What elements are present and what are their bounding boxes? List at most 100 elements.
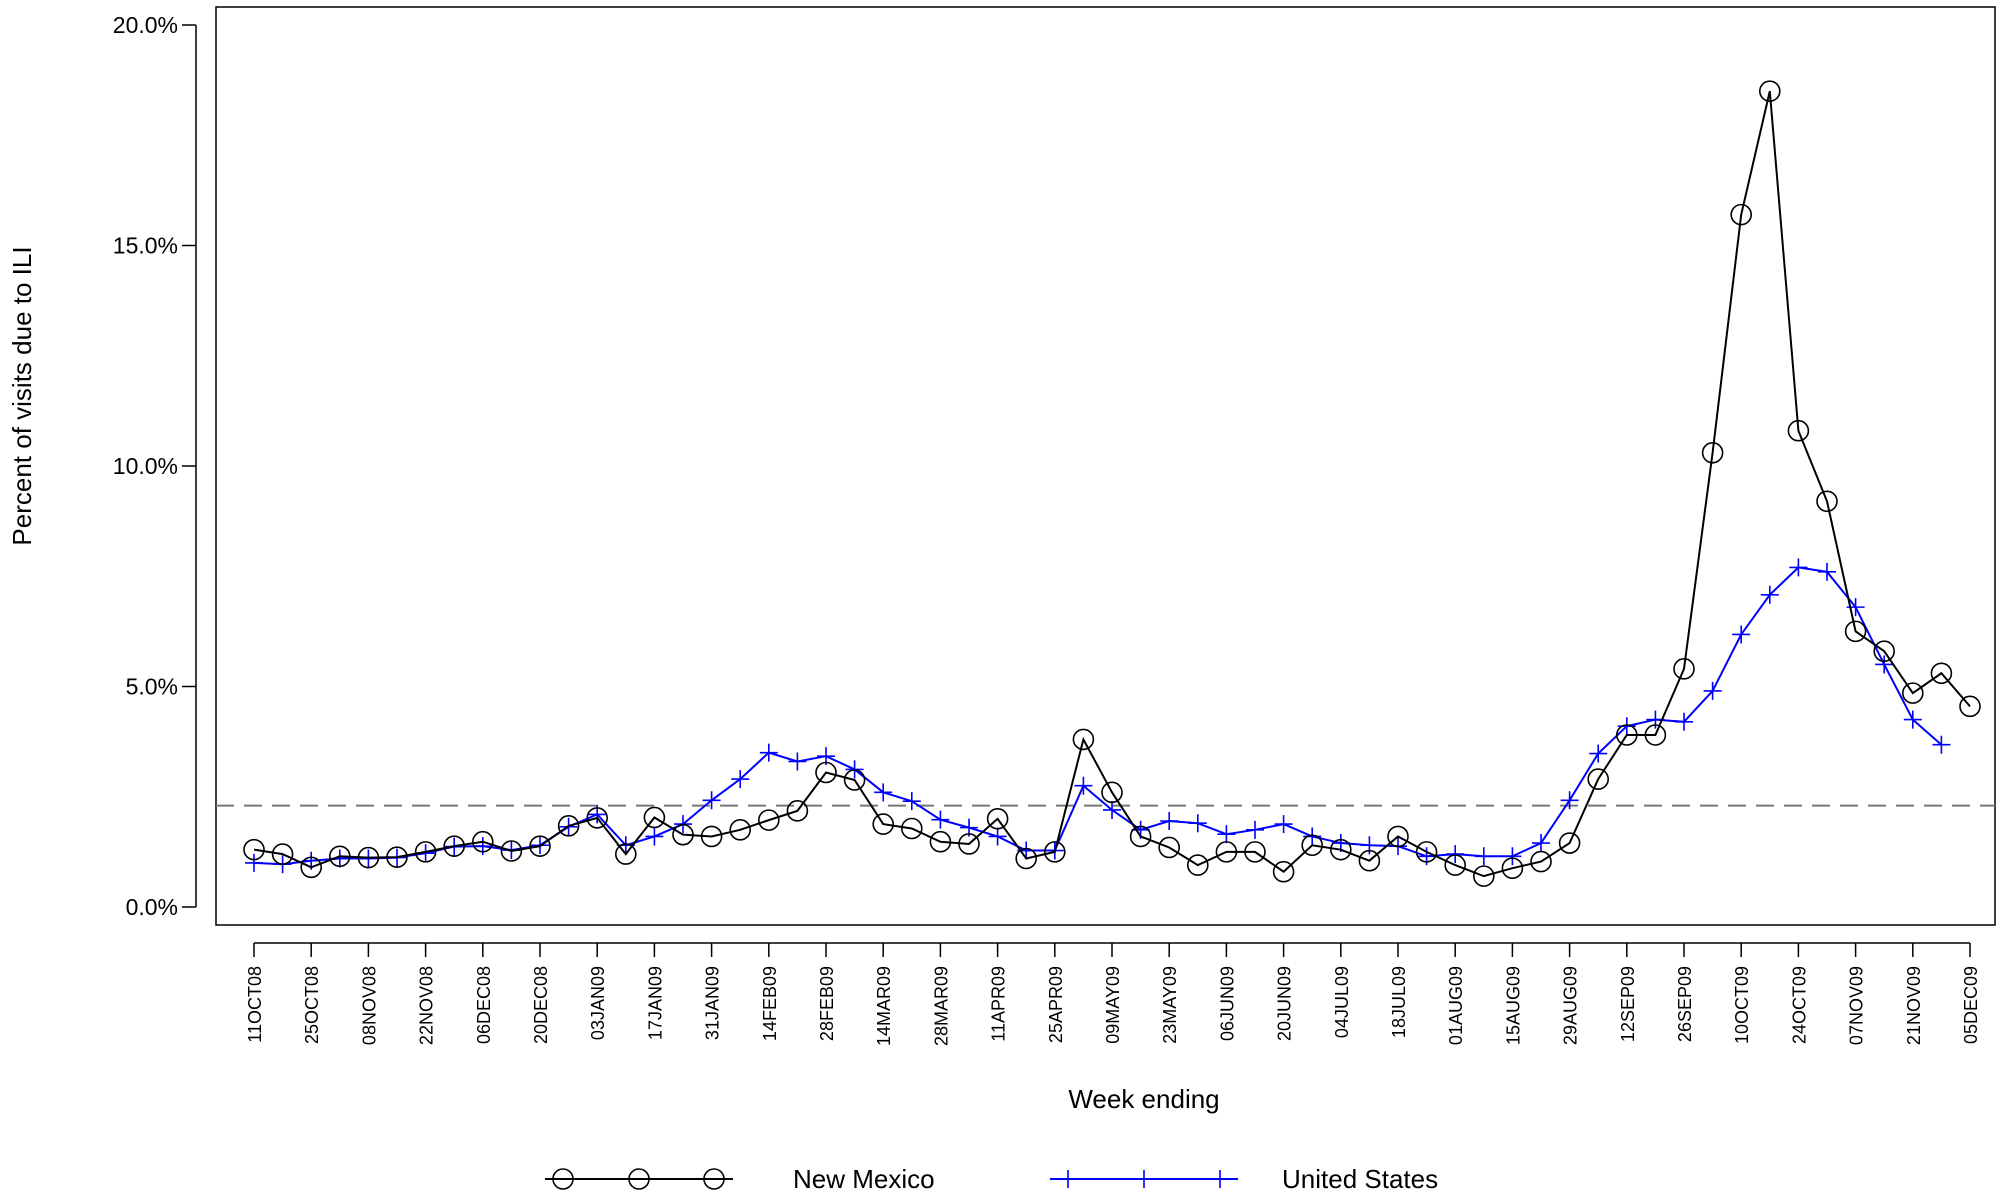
data-point-united-states xyxy=(1732,625,1751,644)
legend-marker-new-mexico xyxy=(703,1168,725,1190)
data-point-new-mexico xyxy=(929,830,952,853)
x-tick-label: 04JUL09 xyxy=(1332,966,1352,1038)
x-tick-label: 05DEC09 xyxy=(1961,966,1981,1044)
data-point-united-states xyxy=(645,827,664,846)
data-point-new-mexico xyxy=(1387,825,1409,848)
x-tick-label: 06JUN09 xyxy=(1217,966,1237,1041)
x-tick-label: 20JUN09 xyxy=(1275,966,1295,1041)
data-point-united-states xyxy=(988,827,1007,846)
data-point-new-mexico xyxy=(300,856,323,879)
data-point-united-states xyxy=(731,770,750,789)
x-tick-label: 01AUG09 xyxy=(1446,966,1466,1045)
data-point-united-states xyxy=(1274,815,1293,834)
data-point-united-states xyxy=(1932,735,1951,754)
series-layer xyxy=(243,80,1981,887)
data-point-new-mexico xyxy=(557,815,580,837)
data-point-new-mexico xyxy=(1501,857,1524,879)
legend-label-new-mexico: New Mexico xyxy=(793,1164,935,1194)
x-tick-label: 06DEC08 xyxy=(474,966,494,1044)
data-point-new-mexico xyxy=(900,817,923,840)
data-point-united-states xyxy=(1760,585,1779,604)
data-point-new-mexico xyxy=(1816,490,1838,513)
axes-layer: 0.0% 5.0% 10.0% 15.0% 20.0% 11OCT08 25OCT08 08N… xyxy=(7,6,1996,1114)
data-point-united-states xyxy=(245,853,263,872)
data-point-united-states xyxy=(1589,744,1608,763)
data-point-new-mexico xyxy=(1844,620,1867,643)
x-tick-label: 28FEB09 xyxy=(817,966,837,1041)
data-point-new-mexico xyxy=(1530,850,1552,873)
data-point-new-mexico xyxy=(1301,834,1323,857)
data-point-new-mexico xyxy=(1244,841,1266,863)
legend-marker-new-mexico xyxy=(628,1168,650,1190)
data-point-new-mexico xyxy=(1959,695,1981,718)
y-axis-title: Percent of visits due to ILI xyxy=(7,246,37,545)
series-line-new-mexico xyxy=(253,90,1971,878)
data-point-new-mexico xyxy=(1330,838,1352,861)
data-point-united-states xyxy=(1074,776,1093,795)
data-point-new-mexico xyxy=(586,807,609,829)
x-tick-label: 25OCT08 xyxy=(302,966,322,1044)
data-point-united-states xyxy=(1103,800,1121,819)
plot-frame xyxy=(215,6,1996,926)
y-tick-label: 0.0% xyxy=(126,894,178,920)
x-tick-label: 28MAR09 xyxy=(931,966,951,1046)
legend-marker-united-states xyxy=(1059,1170,1077,1188)
y-tick-label: 5.0% xyxy=(126,674,178,700)
x-tick-label: 18JUL09 xyxy=(1389,966,1409,1038)
data-point-united-states xyxy=(1360,836,1379,855)
data-point-new-mexico xyxy=(1358,849,1381,872)
x-tick-label: 17JAN09 xyxy=(645,966,665,1040)
data-point-new-mexico xyxy=(1072,728,1095,751)
x-tick-label: 03JAN09 xyxy=(588,966,608,1040)
x-tick-label: 24OCT09 xyxy=(1789,966,1809,1044)
data-point-new-mexico xyxy=(729,819,752,841)
x-tick-label: 08NOV08 xyxy=(359,966,379,1045)
data-point-new-mexico xyxy=(1187,854,1209,876)
data-point-new-mexico xyxy=(843,769,866,791)
data-point-new-mexico xyxy=(815,761,837,784)
data-point-new-mexico xyxy=(357,846,380,869)
data-point-united-states xyxy=(759,743,778,762)
data-point-new-mexico xyxy=(1616,724,1638,746)
y-tick-label: 20.0% xyxy=(113,12,178,38)
data-point-united-states xyxy=(1560,791,1579,810)
data-point-new-mexico xyxy=(1673,658,1695,680)
x-tick-label: 14MAR09 xyxy=(874,966,894,1046)
data-point-united-states xyxy=(1246,820,1264,839)
x-tick-label: 20DEC08 xyxy=(531,966,551,1044)
data-point-new-mexico xyxy=(986,807,1009,830)
data-point-united-states xyxy=(1703,681,1722,700)
data-point-new-mexico xyxy=(1015,847,1037,870)
data-point-new-mexico xyxy=(271,843,294,865)
data-point-united-states xyxy=(1446,845,1465,864)
data-point-new-mexico xyxy=(614,843,637,865)
data-point-new-mexico xyxy=(1215,841,1238,863)
x-tick-label: 11APR09 xyxy=(989,966,1009,1042)
x-tick-label: 26SEP09 xyxy=(1675,966,1695,1042)
data-point-new-mexico xyxy=(672,823,694,846)
data-point-new-mexico xyxy=(1558,832,1581,854)
data-point-new-mexico xyxy=(1587,768,1609,790)
data-point-united-states xyxy=(702,791,721,810)
series-line-united-states xyxy=(253,566,1943,866)
data-point-new-mexico xyxy=(1701,441,1724,464)
x-tick-label: 12SEP09 xyxy=(1618,966,1638,1042)
data-point-united-states xyxy=(788,752,807,771)
x-tick-label: 15AUG09 xyxy=(1503,966,1523,1045)
x-tick-label: 14FEB09 xyxy=(760,966,780,1041)
data-point-united-states xyxy=(1675,712,1693,731)
data-point-new-mexico xyxy=(1272,860,1295,883)
x-tick-label: 11OCT08 xyxy=(245,966,265,1043)
data-point-new-mexico xyxy=(872,813,895,835)
data-point-new-mexico xyxy=(700,825,723,848)
data-point-new-mexico xyxy=(958,833,980,855)
series-new-mexico xyxy=(243,80,1981,887)
data-point-new-mexico xyxy=(1759,80,1781,102)
data-point-new-mexico xyxy=(1730,203,1752,226)
data-point-new-mexico xyxy=(1129,825,1152,848)
x-tick-label: 09MAY09 xyxy=(1103,966,1123,1044)
data-point-new-mexico xyxy=(1444,854,1466,876)
y-tick-label: 10.0% xyxy=(113,453,178,479)
x-tick-label: 07NOV09 xyxy=(1847,966,1867,1045)
x-tick-label: 22NOV08 xyxy=(417,966,437,1045)
